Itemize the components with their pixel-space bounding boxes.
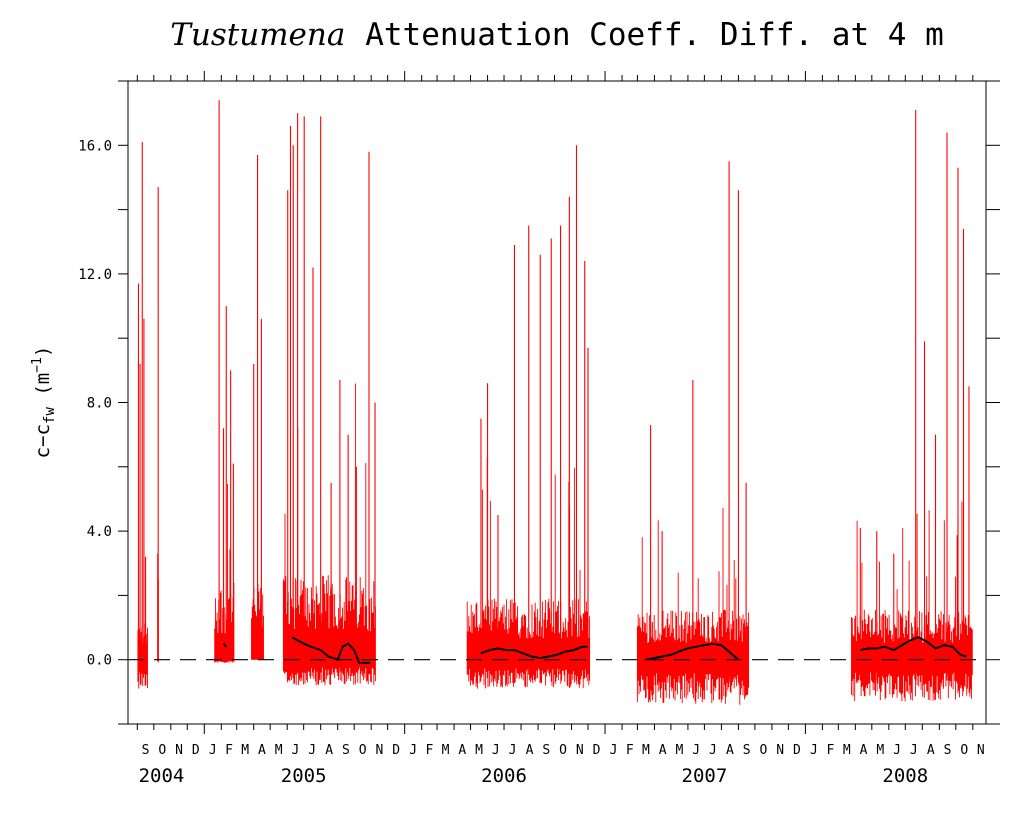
y-tick-label: 8.0 xyxy=(87,396,112,412)
y-axis-label-unit: (m xyxy=(32,373,54,407)
month-label: M xyxy=(642,743,650,758)
month-label: A xyxy=(258,743,266,758)
y-tick-label: 12.0 xyxy=(78,267,112,283)
month-label: D xyxy=(793,743,801,758)
month-label: F xyxy=(826,743,834,758)
month-label: J xyxy=(810,743,818,758)
month-label: F xyxy=(425,743,433,758)
month-label: S xyxy=(542,743,550,758)
y-tick-label: 16.0 xyxy=(78,138,112,154)
month-label: D xyxy=(593,743,601,758)
year-label: 2005 xyxy=(281,765,327,787)
month-label: F xyxy=(626,743,634,758)
month-label: A xyxy=(458,743,466,758)
y-axis-label: c−cfw (m−1) xyxy=(30,346,58,459)
year-label: 2007 xyxy=(682,765,728,787)
month-label: N xyxy=(175,743,183,758)
raw-segment-7 xyxy=(851,501,973,702)
month-label: J xyxy=(893,743,901,758)
month-label: A xyxy=(325,743,333,758)
smoothed-segment-0 xyxy=(222,642,228,648)
month-label: F xyxy=(225,743,233,758)
raw-series xyxy=(137,100,973,705)
chart-title-rest: Attenuation Coeff. Diff. at 4 m xyxy=(365,17,944,53)
month-label: J xyxy=(409,743,417,758)
month-label: M xyxy=(442,743,450,758)
month-label: O xyxy=(759,743,767,758)
month-label: A xyxy=(860,743,868,758)
chart-title-italic: Tustumena xyxy=(170,17,345,53)
y-tick-label: 4.0 xyxy=(87,524,112,540)
chart-title: Tustumena Attenuation Coeff. Diff. at 4 … xyxy=(170,17,944,53)
month-label: J xyxy=(509,743,517,758)
y-axis: 0.0 4.0 8.0 12.0 16.0 xyxy=(78,80,1000,725)
month-label: J xyxy=(492,743,500,758)
month-label: A xyxy=(659,743,667,758)
smoothed-segment-4 xyxy=(860,636,967,658)
month-label: N xyxy=(977,743,985,758)
y-axis-label-close: ) xyxy=(32,346,54,357)
month-label: J xyxy=(910,743,918,758)
y-axis-label-base: c−c xyxy=(32,424,54,458)
month-label: M xyxy=(275,743,283,758)
month-label: M xyxy=(475,743,483,758)
month-label: J xyxy=(308,743,316,758)
month-label: M xyxy=(876,743,884,758)
month-label: M xyxy=(676,743,684,758)
smoothed-segment-1 xyxy=(291,636,371,664)
year-label: 2004 xyxy=(139,765,185,787)
month-label: D xyxy=(392,743,400,758)
month-label: O xyxy=(158,743,166,758)
month-label: O xyxy=(960,743,968,758)
month-label: S xyxy=(342,743,350,758)
month-label: S xyxy=(142,743,150,758)
smoothed-segment-3 xyxy=(644,642,740,661)
month-label: S xyxy=(743,743,751,758)
smoothed-segment-2 xyxy=(480,645,588,660)
year-label: 2006 xyxy=(481,765,527,787)
month-label: A xyxy=(726,743,734,758)
month-label: J xyxy=(209,743,217,758)
month-label: J xyxy=(692,743,700,758)
month-label: N xyxy=(376,743,384,758)
month-label: A xyxy=(927,743,935,758)
month-label: A xyxy=(526,743,534,758)
month-label: S xyxy=(944,743,952,758)
year-label: 2008 xyxy=(882,765,928,787)
month-label: N xyxy=(576,743,584,758)
month-label: M xyxy=(241,743,249,758)
month-label: D xyxy=(192,743,200,758)
y-tick-label: 0.0 xyxy=(87,653,112,669)
month-label: J xyxy=(709,743,717,758)
month-label: J xyxy=(610,743,618,758)
smoothed-series xyxy=(222,636,967,664)
month-label: J xyxy=(292,743,300,758)
month-label: O xyxy=(559,743,567,758)
y-axis-label-sub: fw xyxy=(42,407,58,424)
month-label: M xyxy=(843,743,851,758)
month-label: N xyxy=(776,743,784,758)
y-axis-label-sup: −1 xyxy=(30,357,45,373)
month-label: O xyxy=(359,743,367,758)
